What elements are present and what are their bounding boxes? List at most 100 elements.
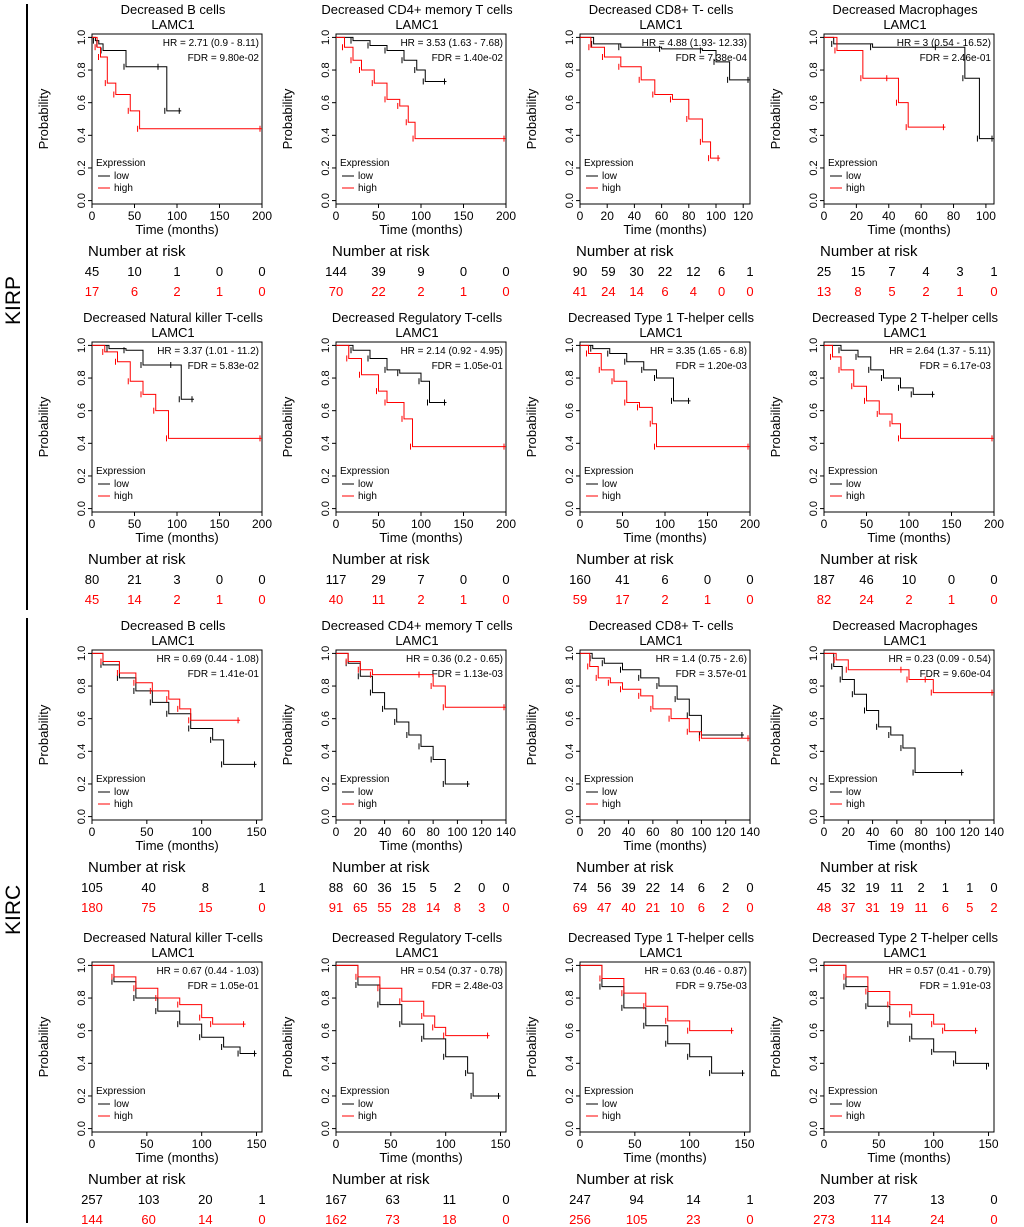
- risk-count-low: 0: [990, 1192, 997, 1207]
- risk-table-title: Number at risk: [576, 859, 674, 876]
- risk-count-high: 60: [141, 1212, 155, 1227]
- km-curve-high: [824, 964, 978, 1032]
- km-curve-low: [336, 964, 501, 1097]
- y-axis-label: Probability: [36, 704, 51, 765]
- y-tick-label: 0.6: [564, 95, 576, 110]
- km-curve-low: [824, 964, 990, 1067]
- x-tick-label: 0: [89, 209, 96, 223]
- legend-title: Expression: [828, 466, 877, 477]
- x-tick-label: 150: [247, 825, 267, 839]
- y-tick-label: 0.6: [564, 403, 576, 418]
- x-axis-label: Time (months): [867, 1150, 950, 1165]
- y-tick-label: 1.0: [564, 30, 576, 45]
- risk-count-low: 6: [718, 264, 725, 279]
- legend-label-low: low: [846, 171, 862, 182]
- x-tick-label: 60: [890, 825, 904, 839]
- y-tick-label: 0.2: [564, 776, 576, 791]
- risk-table-title: Number at risk: [88, 859, 186, 876]
- risk-count-low: 15: [402, 880, 416, 895]
- x-tick-label: 100: [167, 209, 187, 223]
- risk-count-low: 22: [646, 880, 660, 895]
- risk-count-low: 1: [258, 880, 265, 895]
- legend-title: Expression: [584, 158, 633, 169]
- legend-title: Expression: [340, 158, 389, 169]
- risk-count-low: 0: [478, 880, 485, 895]
- x-tick-label: 60: [655, 209, 669, 223]
- y-tick-label: 0.4: [564, 436, 576, 451]
- y-tick-label: 0.2: [808, 160, 820, 175]
- risk-count-high: 15: [198, 900, 212, 915]
- plot-frame: [823, 33, 995, 205]
- risk-count-high: 0: [718, 284, 725, 299]
- x-tick-label: 200: [740, 517, 760, 531]
- km-curve-low: [580, 964, 745, 1074]
- risk-count-low: 257: [81, 1192, 103, 1207]
- x-tick-label: 50: [372, 517, 386, 531]
- panel-title: Decreased CD8+ T- cells: [589, 618, 734, 633]
- km-curve-low: [824, 344, 935, 395]
- legend-title: Expression: [584, 774, 633, 785]
- risk-count-high: 82: [817, 592, 831, 607]
- y-tick-label: 0.8: [320, 678, 332, 693]
- hr-annotation: HR = 0.67 (0.44 - 1.03): [156, 966, 259, 977]
- risk-count-high: 45: [85, 592, 99, 607]
- y-tick-label: 1.0: [76, 30, 88, 45]
- km-curve-high: [336, 964, 490, 1037]
- y-tick-label: 0.4: [320, 128, 332, 143]
- risk-count-high: 0: [990, 284, 997, 299]
- risk-count-low: 39: [371, 264, 385, 279]
- risk-count-high: 0: [502, 900, 509, 915]
- panel-gene: LAMC1: [395, 633, 438, 648]
- legend-label-high: high: [846, 799, 865, 810]
- y-tick-label: 0.6: [76, 403, 88, 418]
- fdr-annotation: FDR = 7.38e-04: [676, 53, 748, 64]
- risk-table-title: Number at risk: [332, 243, 430, 260]
- y-tick-label: 0.4: [808, 128, 820, 143]
- x-tick-label: 150: [453, 209, 473, 223]
- risk-count-high: 11: [914, 900, 928, 915]
- legend-label-low: low: [602, 787, 618, 798]
- y-tick-label: 0.8: [76, 370, 88, 385]
- y-axis-label: Probability: [36, 88, 51, 149]
- y-tick-label: 0.0: [808, 501, 820, 516]
- risk-count-low: 2: [722, 880, 729, 895]
- panel-title: Decreased Natural killer T-cells: [83, 310, 263, 325]
- y-axis-label: Probability: [768, 396, 783, 457]
- km-curve-high: [336, 344, 506, 448]
- plot-frame: [91, 649, 263, 821]
- legend-title: Expression: [96, 774, 145, 785]
- x-axis-label: Time (months): [135, 222, 218, 237]
- x-tick-label: 40: [882, 209, 896, 223]
- risk-count-low: 30: [629, 264, 643, 279]
- y-tick-label: 0.0: [76, 501, 88, 516]
- risk-count-high: 24: [859, 592, 873, 607]
- risk-count-low: 0: [460, 572, 467, 587]
- risk-table-title: Number at risk: [820, 1171, 918, 1188]
- risk-count-high: 0: [746, 592, 753, 607]
- risk-table-title: Number at risk: [820, 859, 918, 876]
- x-tick-label: 200: [984, 517, 1004, 531]
- risk-count-high: 2: [417, 284, 424, 299]
- x-tick-label: 120: [960, 825, 980, 839]
- x-axis-label: Time (months): [379, 222, 462, 237]
- risk-count-high: 48: [817, 900, 831, 915]
- panel-title: Decreased CD8+ T- cells: [589, 2, 734, 17]
- hr-annotation: HR = 0.23 (0.09 - 0.54): [888, 654, 991, 665]
- x-tick-label: 50: [128, 517, 142, 531]
- risk-count-high: 47: [597, 900, 611, 915]
- risk-count-high: 75: [141, 900, 155, 915]
- fdr-annotation: FDR = 2.46e-01: [920, 53, 992, 64]
- km-curve-high: [92, 344, 262, 439]
- risk-count-low: 144: [325, 264, 347, 279]
- risk-count-high: 69: [573, 900, 587, 915]
- risk-count-low: 19: [865, 880, 879, 895]
- y-axis-label: Probability: [768, 704, 783, 765]
- hr-annotation: HR = 3.53 (1.63 - 7.68): [400, 38, 503, 49]
- y-axis-label: Probability: [280, 1016, 295, 1077]
- km-curve-low: [92, 652, 257, 765]
- x-tick-label: 100: [447, 825, 467, 839]
- risk-count-high: 1: [216, 284, 223, 299]
- fdr-annotation: FDR = 2.48e-03: [432, 981, 504, 992]
